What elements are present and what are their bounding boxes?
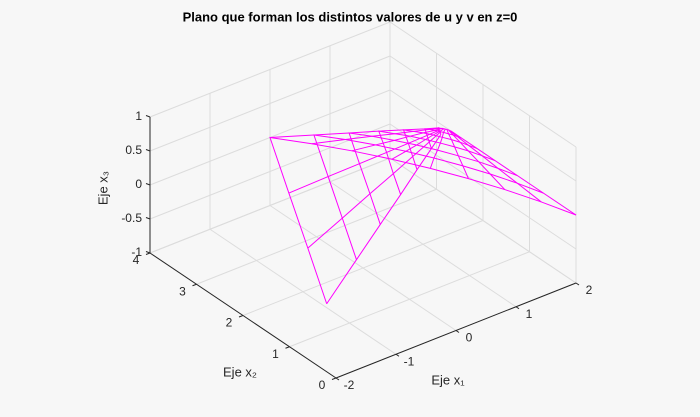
x-tick — [575, 282, 580, 286]
grid-line — [389, 55, 577, 182]
z-tick — [145, 149, 151, 152]
mesh-line — [348, 132, 518, 225]
x-tick — [395, 353, 400, 357]
grid-line — [289, 251, 530, 348]
grid-line — [389, 21, 577, 148]
x-tick — [515, 306, 520, 310]
y-tick — [192, 283, 197, 287]
x-tick — [335, 377, 340, 381]
z-tick-label: 0.5 — [125, 143, 142, 157]
y-tick-label: 2 — [226, 316, 233, 330]
z-tick — [145, 183, 151, 186]
mesh-line — [326, 134, 442, 305]
grid-line — [196, 188, 437, 285]
z-axis-label: Eje x₃ — [95, 171, 110, 205]
y-tick-label: 4 — [133, 253, 140, 267]
x-tick — [455, 330, 460, 333]
y-tick-label: 0 — [319, 378, 326, 392]
mesh-line — [351, 127, 443, 152]
x-axis-label: Eje x₁ — [431, 372, 465, 387]
mesh-line — [313, 134, 544, 260]
y-axis-label: Eje x₂ — [223, 364, 257, 379]
mesh-line — [449, 130, 542, 203]
chart-title: Plano que forman los distintos valores d… — [183, 9, 518, 24]
y-tick — [285, 346, 290, 349]
y-tick — [331, 377, 337, 380]
mesh-line — [311, 127, 441, 145]
y-tick — [238, 315, 244, 318]
x-tick-label: -1 — [404, 354, 415, 368]
z-tick — [145, 115, 151, 118]
x-tick-label: 2 — [586, 283, 593, 297]
z-tick-label: -1 — [131, 245, 142, 259]
x-tick-label: -2 — [344, 378, 355, 392]
grid-line — [389, 123, 577, 250]
mesh-line — [391, 128, 445, 160]
mesh-line — [269, 136, 577, 304]
x-tick-label: 0 — [466, 331, 473, 345]
z-tick — [145, 251, 151, 254]
mesh-line — [269, 127, 439, 138]
y-tick-label: 1 — [272, 347, 279, 361]
mesh-line — [307, 131, 441, 249]
grid-line — [149, 55, 391, 152]
mesh-line — [450, 130, 577, 216]
x-tick-label: 1 — [526, 307, 533, 321]
y-tick-label: 3 — [179, 284, 186, 298]
z-tick — [145, 217, 151, 220]
mesh-line — [448, 129, 506, 190]
mesh-line — [446, 129, 469, 179]
grid-line — [149, 21, 391, 118]
z-tick-label: -0.5 — [121, 211, 142, 225]
grid-line — [242, 220, 484, 316]
grid-line — [389, 157, 577, 284]
mesh-line — [378, 130, 496, 195]
grid-line — [149, 157, 391, 254]
mesh-line — [429, 128, 446, 169]
mesh-line — [288, 129, 440, 194]
z-tick-label: 1 — [135, 109, 142, 123]
mesh-line — [402, 129, 478, 170]
z-tick-label: 0 — [135, 177, 142, 191]
